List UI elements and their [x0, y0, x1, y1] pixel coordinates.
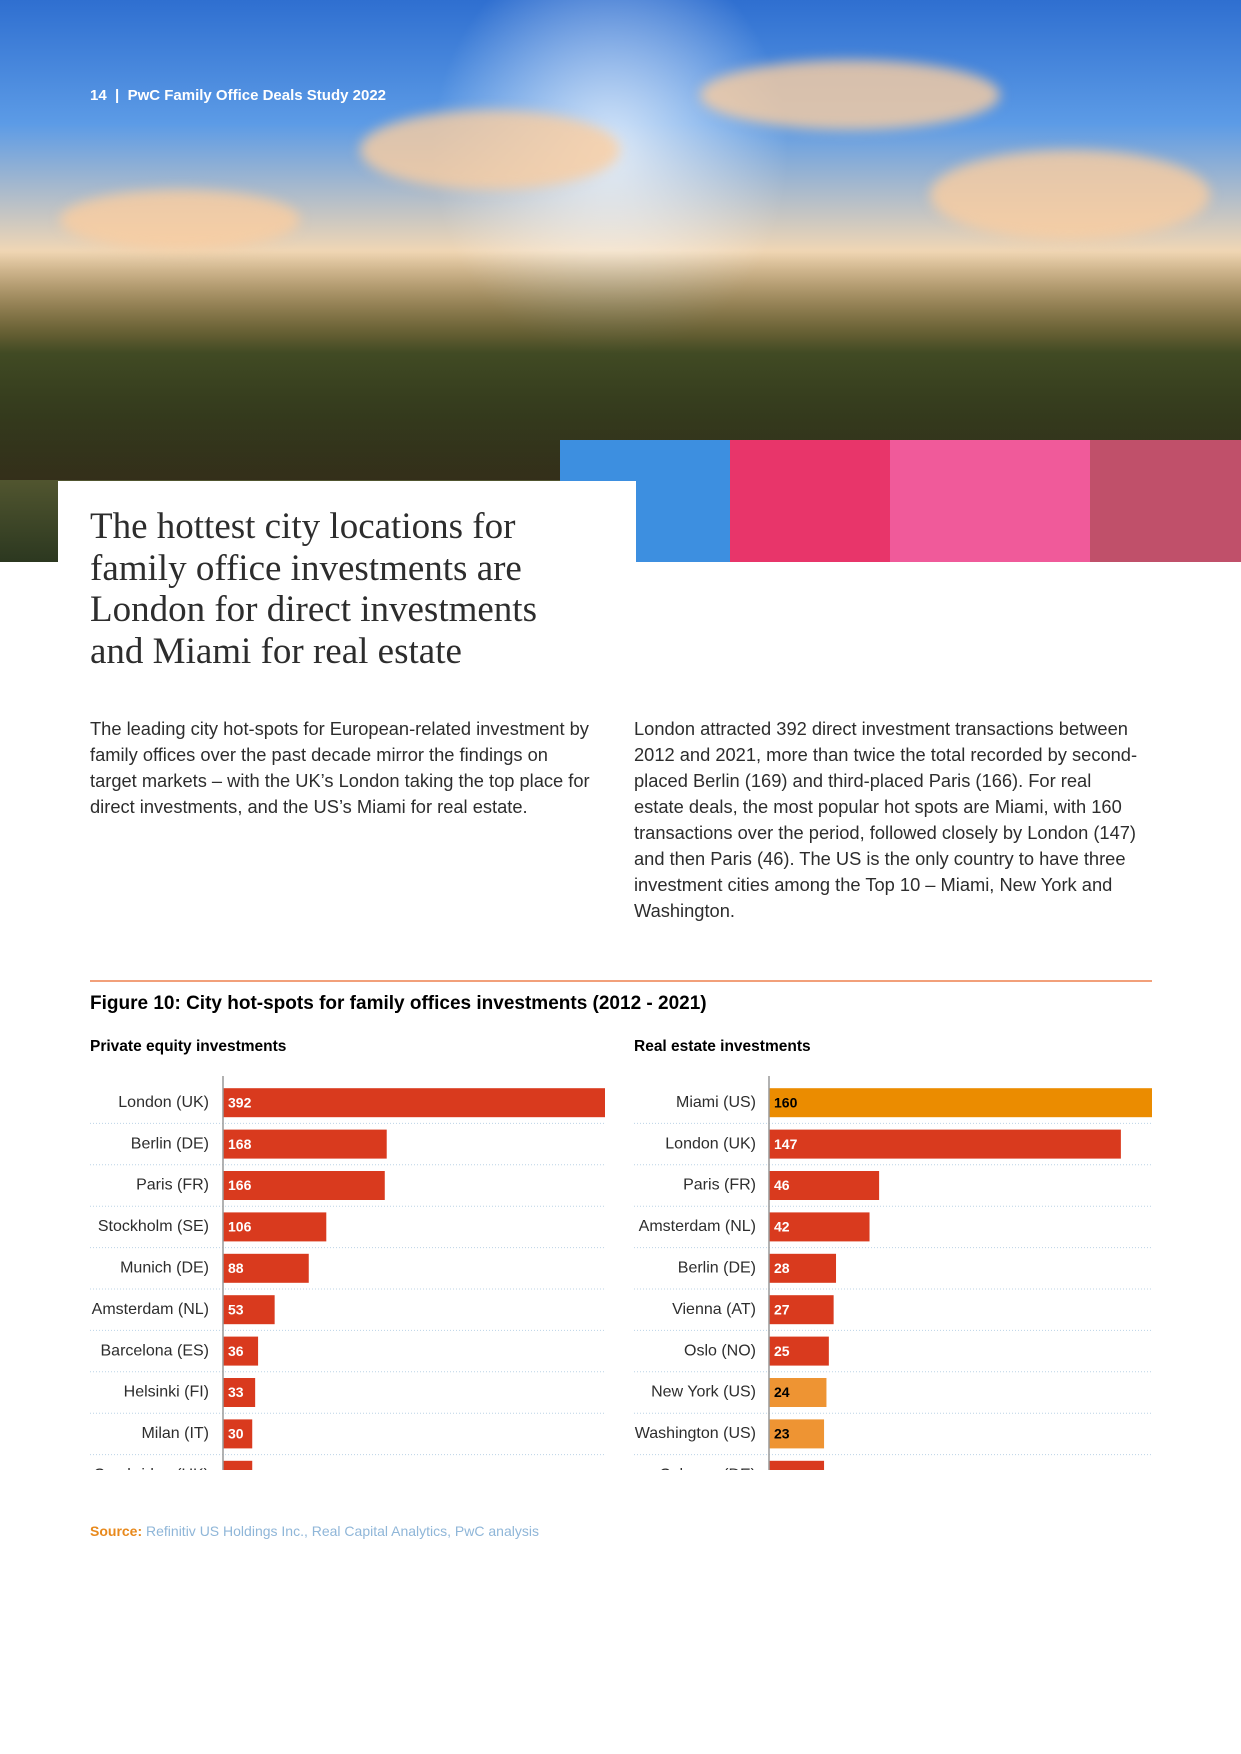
category-label: Washington (US)	[635, 1425, 756, 1442]
value-label: 168	[228, 1136, 252, 1152]
chart-subtitle: Private equity investments	[90, 1038, 286, 1055]
bar	[223, 1419, 253, 1449]
body-left: The leading city hot-spots for European-…	[90, 718, 590, 817]
bar	[769, 1419, 825, 1449]
title-box	[58, 481, 636, 681]
figure-title: Figure 10: City hot-spots for family off…	[90, 993, 707, 1014]
bar	[223, 1295, 275, 1325]
bar	[223, 1212, 327, 1242]
value-label: 88	[228, 1260, 244, 1276]
value-label: 160	[774, 1094, 798, 1110]
headline: The hottest city locations for family off…	[90, 506, 537, 672]
headline-line: London for direct investments	[90, 589, 537, 630]
headline-line: The hottest city locations for	[90, 506, 516, 547]
bar	[769, 1378, 827, 1407]
category-label: Cologne (DE)	[659, 1467, 756, 1470]
bar	[223, 1378, 256, 1407]
source: Source: Refinitiv US Holdings Inc., Real…	[90, 1523, 539, 1539]
category-label: Amsterdam (NL)	[639, 1218, 756, 1235]
value-label: 30	[228, 1467, 244, 1470]
bar	[769, 1295, 834, 1325]
value-label: 25	[774, 1343, 790, 1359]
category-label: Amsterdam (NL)	[92, 1301, 209, 1318]
charts: Private equity investments London (UK) 392…	[90, 1038, 1152, 1470]
publication: PwC Family Office Deals Study 2022	[127, 87, 386, 104]
category-label: London (UK)	[118, 1094, 209, 1111]
category-label: Paris (FR)	[136, 1177, 209, 1194]
value-label: 147	[774, 1136, 798, 1152]
bar	[769, 1253, 837, 1283]
source-text: Refinitiv US Holdings Inc., Real Capital…	[146, 1523, 539, 1539]
value-label: 23	[774, 1426, 790, 1442]
category-label: Berlin (DE)	[678, 1260, 756, 1277]
category-label: Barcelona (ES)	[101, 1342, 210, 1359]
chart-subtitle: Real estate investments	[634, 1038, 811, 1055]
page-number: 14	[90, 87, 107, 104]
value-label: 27	[774, 1301, 790, 1317]
category-label: Berlin (DE)	[131, 1135, 209, 1152]
category-label: Helsinki (FI)	[124, 1384, 209, 1401]
bar	[769, 1088, 1152, 1118]
value-label: 46	[774, 1177, 790, 1193]
value-label: 392	[228, 1094, 252, 1110]
headline-line: and Miami for real estate	[90, 630, 462, 672]
hero-image: 14 | PwC Family Office Deals Study 2022	[0, 0, 1241, 562]
bar	[769, 1460, 825, 1470]
source-label: Source:	[90, 1523, 143, 1539]
category-label: Milan (IT)	[141, 1425, 209, 1442]
value-label: 24	[774, 1384, 790, 1400]
value-label: 28	[774, 1260, 790, 1276]
value-label: 166	[228, 1177, 252, 1193]
value-label: 53	[228, 1301, 244, 1317]
bar	[769, 1171, 880, 1200]
category-label: Paris (FR)	[683, 1177, 756, 1194]
category-label: Stockholm (SE)	[98, 1218, 209, 1235]
bar	[769, 1212, 870, 1242]
category-label: Cambridge (UK)	[93, 1467, 209, 1470]
category-label: New York (US)	[651, 1384, 756, 1401]
category-label: London (UK)	[665, 1135, 756, 1152]
value-label: 30	[228, 1426, 244, 1442]
bar	[223, 1336, 259, 1366]
category-label: Munich (DE)	[120, 1260, 209, 1277]
bar	[769, 1336, 829, 1366]
value-label: 106	[228, 1219, 252, 1235]
bar	[223, 1171, 385, 1200]
headline-line: family office investments are	[90, 547, 522, 589]
value-label: 42	[774, 1219, 790, 1235]
body-right: London attracted 392 direct investment t…	[634, 718, 1138, 921]
category-label: Vienna (AT)	[672, 1301, 756, 1318]
value-label: 36	[228, 1343, 244, 1359]
bar	[223, 1088, 605, 1118]
value-label: 23	[774, 1467, 790, 1470]
divider	[90, 980, 1152, 982]
page-header: 14 | PwC Family Office Deals Study 2022	[90, 87, 386, 104]
bar	[223, 1253, 309, 1283]
category-label: Oslo (NO)	[684, 1342, 756, 1359]
bar	[223, 1460, 253, 1470]
bar	[223, 1129, 387, 1159]
value-label: 33	[228, 1384, 244, 1400]
bar	[769, 1129, 1121, 1159]
category-label: Miami (US)	[676, 1094, 756, 1111]
